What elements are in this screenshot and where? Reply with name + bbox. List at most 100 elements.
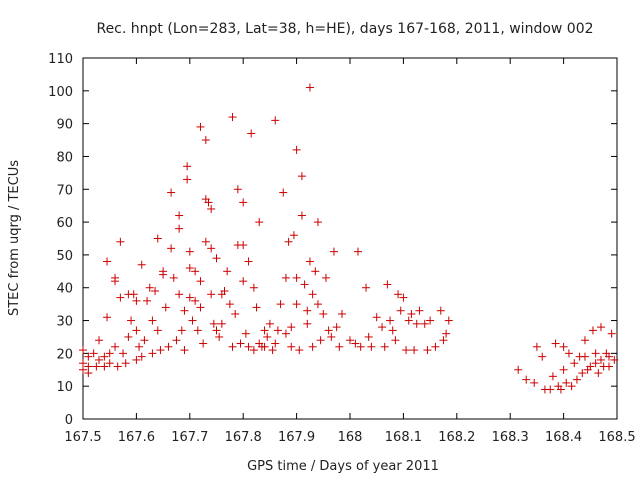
- data-point: [113, 362, 122, 371]
- data-point: [351, 339, 360, 348]
- chart-title: Rec. hnpt (Lon=283, Lat=38, h=HE), days …: [96, 21, 593, 37]
- data-point: [185, 264, 194, 273]
- data-point: [164, 342, 173, 351]
- x-tick-label: 168: [338, 430, 363, 445]
- data-point: [188, 316, 197, 325]
- data-point: [292, 145, 301, 154]
- data-point: [185, 293, 194, 302]
- data-point: [193, 326, 202, 335]
- data-point: [354, 247, 363, 256]
- x-tick-label: 167.5: [64, 430, 101, 445]
- data-point: [191, 296, 200, 305]
- data-point: [233, 185, 242, 194]
- data-point: [313, 218, 322, 227]
- data-point: [313, 300, 322, 309]
- data-point: [404, 316, 413, 325]
- y-tick-label: 20: [56, 347, 73, 362]
- data-point: [79, 346, 87, 355]
- data-point: [228, 342, 237, 351]
- data-point: [103, 313, 112, 322]
- data-point: [383, 280, 392, 289]
- data-point: [116, 237, 125, 246]
- data-point: [239, 198, 248, 207]
- y-tick-label: 0: [65, 413, 73, 428]
- data-point: [209, 319, 218, 328]
- data-point: [207, 204, 216, 213]
- data-point: [297, 211, 306, 220]
- data-point: [263, 332, 272, 341]
- data-point: [610, 355, 619, 364]
- data-point: [156, 346, 165, 355]
- data-point: [594, 369, 603, 378]
- data-point: [607, 329, 616, 338]
- data-point: [260, 342, 269, 351]
- data-point: [580, 352, 589, 361]
- data-point: [236, 339, 245, 348]
- data-point: [199, 339, 208, 348]
- data-point: [121, 359, 130, 368]
- y-tick-label: 90: [56, 118, 73, 133]
- data-point: [212, 254, 221, 263]
- data-point: [183, 162, 192, 171]
- data-point: [386, 316, 395, 325]
- data-point: [79, 359, 87, 368]
- data-point: [551, 339, 560, 348]
- data-point: [132, 355, 141, 364]
- data-point: [279, 188, 288, 197]
- x-tick-label: 168.1: [385, 430, 422, 445]
- data-point: [538, 352, 547, 361]
- data-point: [564, 349, 573, 358]
- data-point: [567, 382, 576, 391]
- data-point: [95, 336, 104, 345]
- data-point: [367, 342, 376, 351]
- data-point: [388, 326, 397, 335]
- data-point: [180, 306, 189, 315]
- data-point: [300, 280, 309, 289]
- data-point: [143, 296, 152, 305]
- data-point: [292, 273, 301, 282]
- data-point: [596, 355, 605, 364]
- data-point: [426, 316, 435, 325]
- data-point: [137, 352, 146, 361]
- data-point: [311, 267, 320, 276]
- data-point: [559, 365, 568, 374]
- data-point: [591, 359, 600, 368]
- x-tick-label: 168.2: [438, 430, 475, 445]
- data-point: [295, 346, 304, 355]
- data-point: [423, 346, 432, 355]
- data-point: [255, 218, 264, 227]
- y-tick-label: 60: [56, 216, 73, 231]
- data-point: [148, 316, 157, 325]
- data-point: [271, 116, 280, 125]
- data-point: [399, 293, 408, 302]
- data-point: [111, 342, 120, 351]
- data-point: [287, 323, 296, 332]
- data-point: [287, 342, 296, 351]
- data-point: [84, 352, 93, 361]
- y-axis-label: STEC from uqrg / TECUs: [7, 160, 22, 316]
- data-point: [175, 211, 184, 220]
- data-point: [140, 336, 149, 345]
- data-point: [596, 323, 605, 332]
- x-tick-label: 167.9: [278, 430, 315, 445]
- axis-ticks: 167.5 167.6 167.7 167.8 167.9 168 168.1 168.2 16…: [48, 52, 635, 445]
- data-point: [247, 129, 256, 138]
- data-point: [420, 319, 429, 328]
- data-point: [364, 332, 373, 341]
- data-point: [522, 375, 531, 384]
- data-point: [260, 326, 269, 335]
- data-point: [124, 332, 133, 341]
- data-point: [132, 326, 141, 335]
- data-point: [116, 293, 125, 302]
- data-point: [394, 290, 403, 299]
- data-point: [305, 83, 314, 92]
- x-tick-label: 167.7: [171, 430, 208, 445]
- data-point: [268, 346, 277, 355]
- data-point: [204, 198, 213, 207]
- y-tick-label: 80: [56, 150, 73, 165]
- data-point: [327, 332, 336, 341]
- data-point: [103, 257, 112, 266]
- y-tick-label: 50: [56, 249, 73, 264]
- data-point: [153, 234, 162, 243]
